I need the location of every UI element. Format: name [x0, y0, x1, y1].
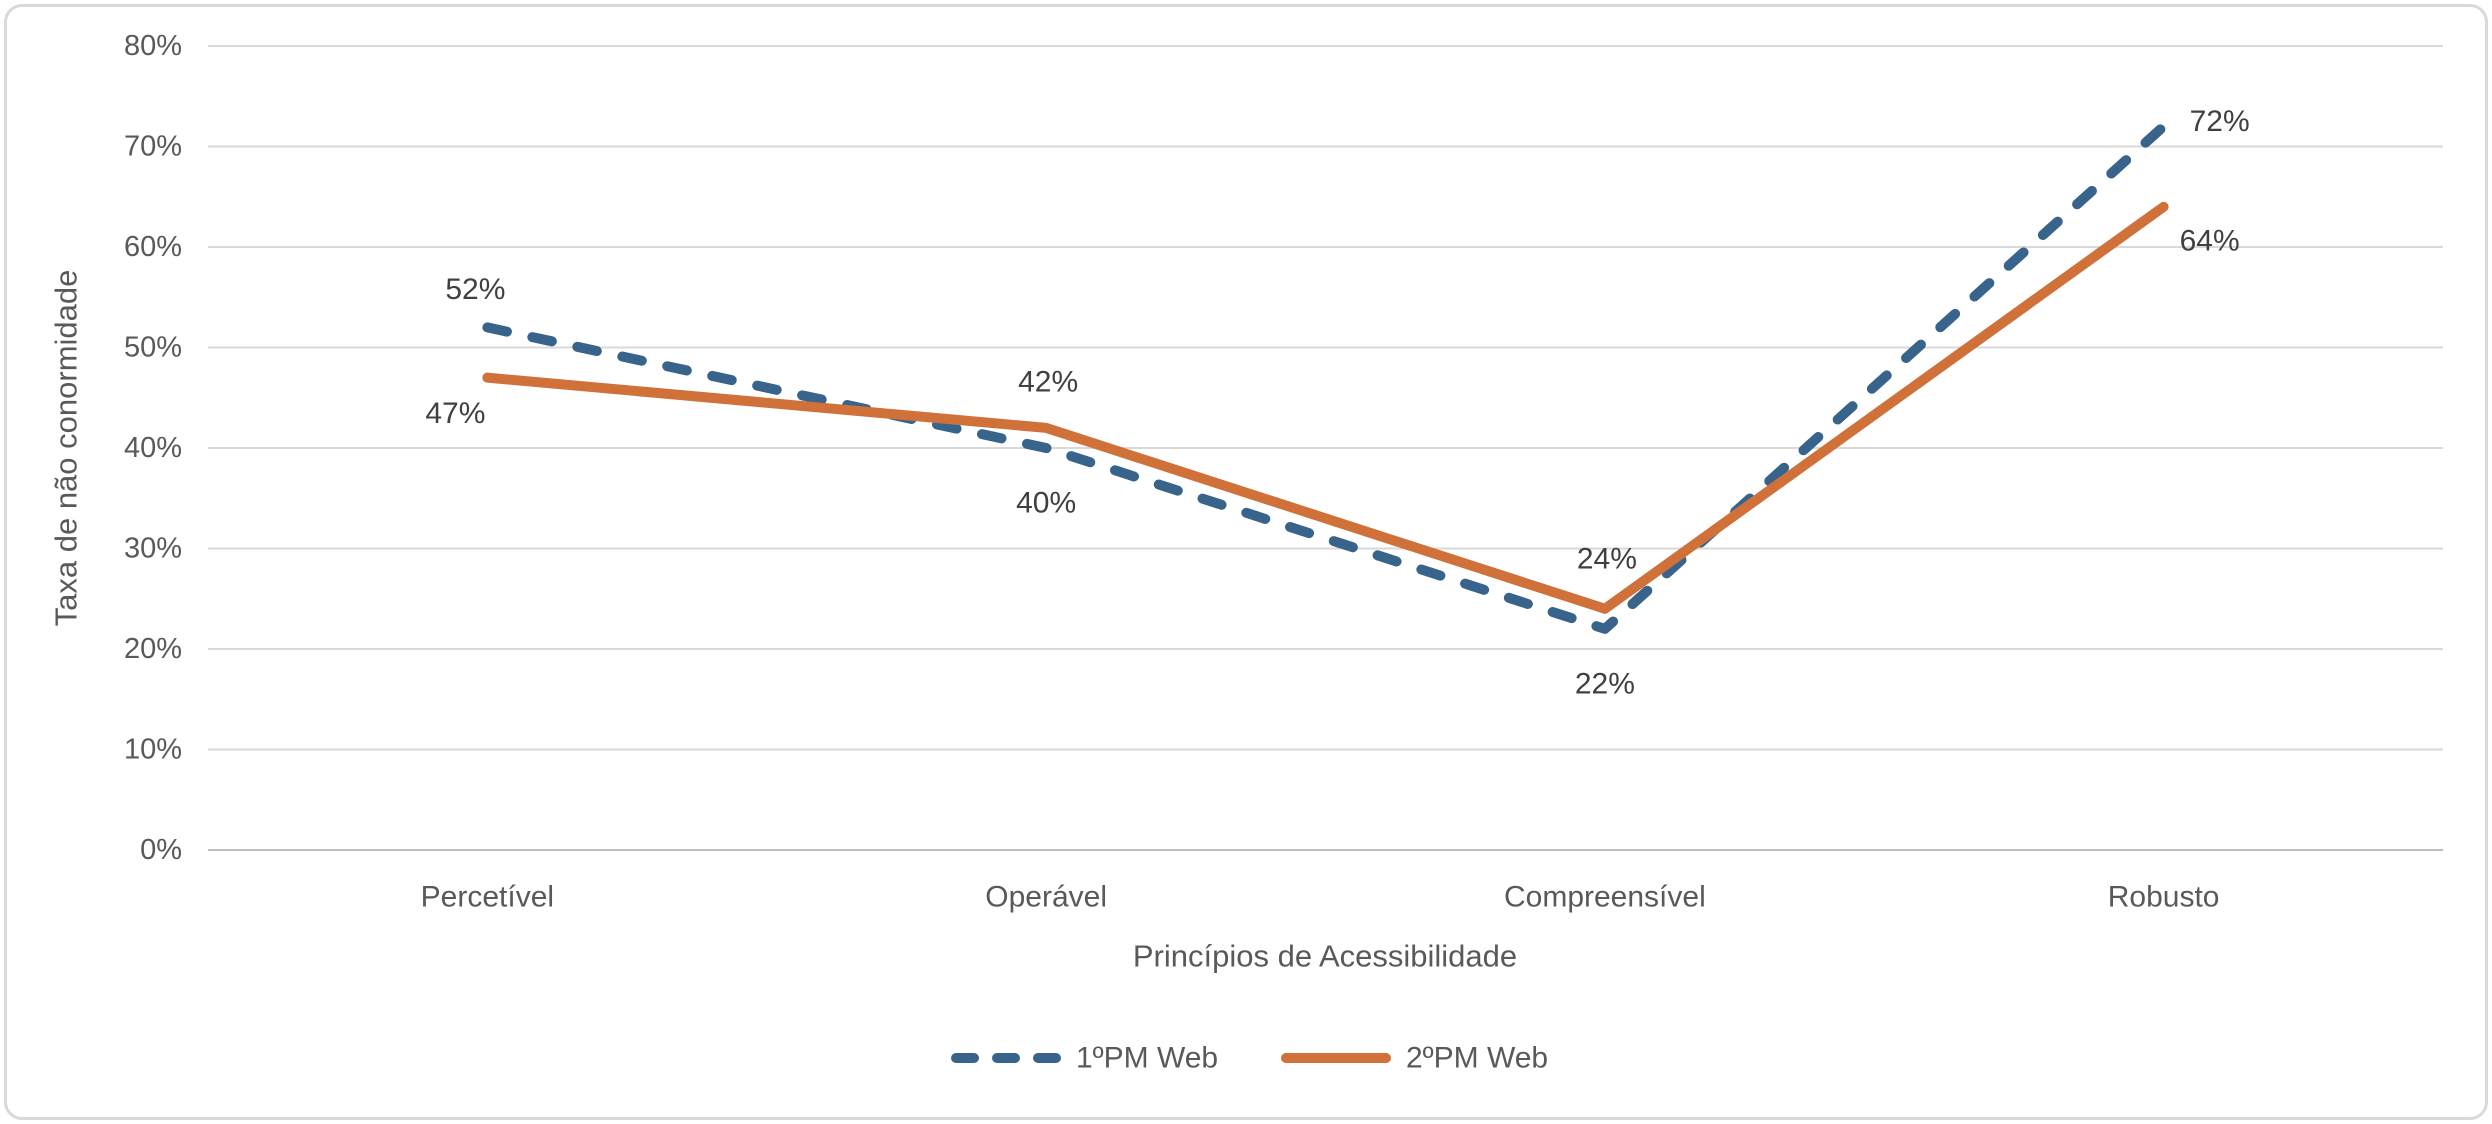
data-label-series-2: 42%	[1018, 365, 1078, 398]
x-axis-title: Princípios de Acessibilidade	[1133, 939, 1517, 974]
y-tick-label: 50%	[124, 332, 182, 364]
y-tick-label: 0%	[140, 834, 182, 866]
series-line-2	[482, 201, 2169, 614]
legend-label-1: 1ºPM Web	[1076, 1042, 1218, 1075]
y-tick-label: 40%	[124, 432, 182, 464]
y-tick-label: 70%	[124, 131, 182, 163]
x-category-label: Operável	[985, 881, 1107, 914]
legend-label-2: 2ºPM Web	[1406, 1042, 1548, 1075]
y-tick-label: 10%	[124, 734, 182, 766]
x-category-label: Percetível	[421, 881, 554, 914]
series-line-1	[482, 121, 2169, 634]
chart-frame	[4, 4, 2488, 1120]
data-label-series-2: 24%	[1577, 542, 1637, 575]
x-category-label: Compreensível	[1504, 881, 1706, 914]
data-label-series-1: 52%	[445, 273, 505, 306]
y-axis-title: Taxa de não conormidade	[49, 270, 84, 627]
y-tick-label: 20%	[124, 633, 182, 665]
y-tick-label: 60%	[124, 231, 182, 263]
data-label-series-1: 72%	[2190, 105, 2250, 138]
y-tick-label: 80%	[124, 30, 182, 62]
y-tick-label: 30%	[124, 533, 182, 565]
x-category-label: Robusto	[2108, 881, 2220, 914]
data-label-series-1: 40%	[1016, 487, 1076, 520]
data-label-series-2: 64%	[2180, 224, 2240, 257]
data-label-series-1: 22%	[1575, 667, 1635, 700]
data-label-series-2: 47%	[425, 397, 485, 430]
